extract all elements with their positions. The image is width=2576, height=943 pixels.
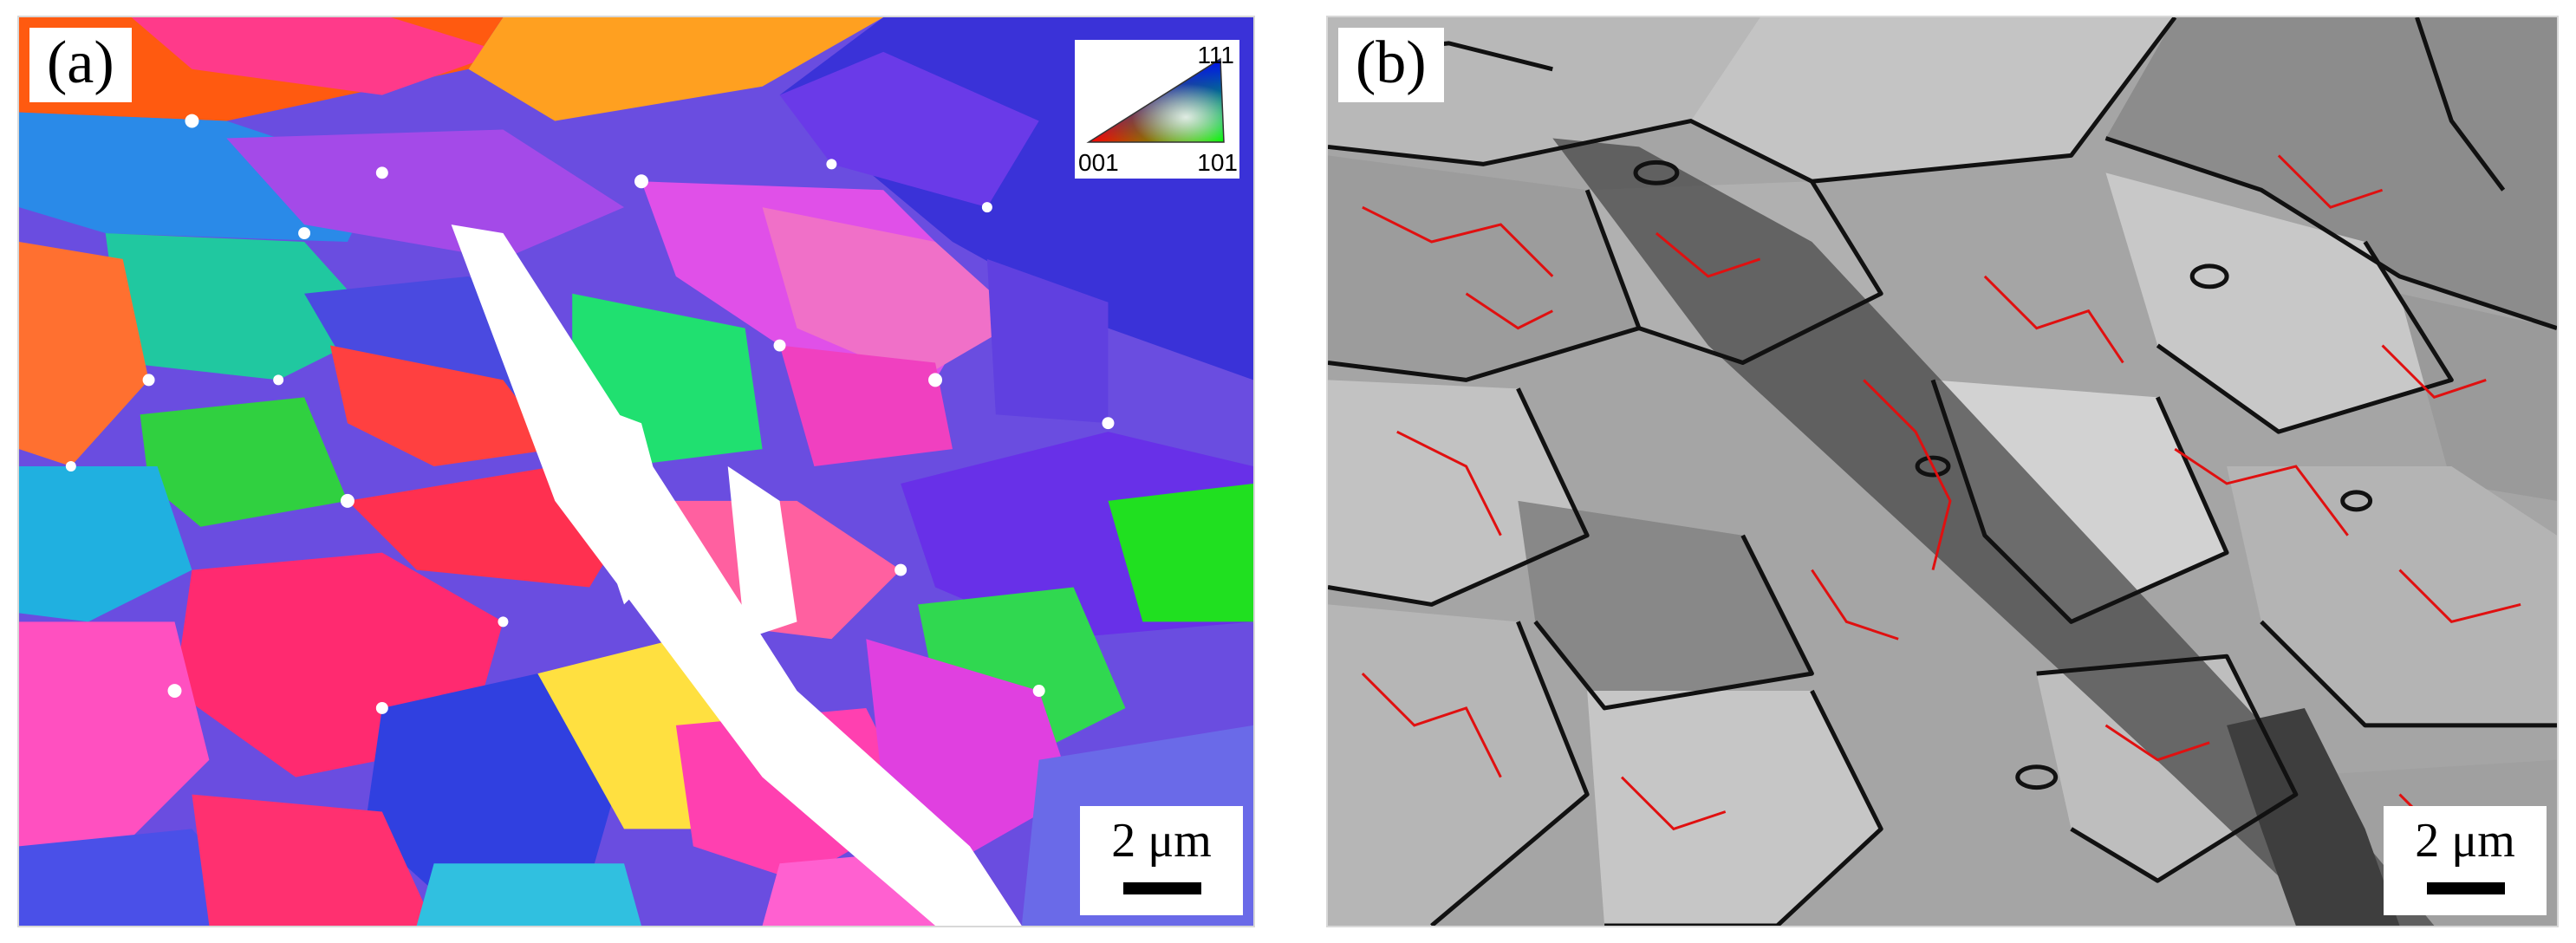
scale-bar-b-label: 2 μm <box>2415 814 2515 868</box>
panel-a-label: (a) <box>29 28 132 102</box>
scale-bar-a-line <box>1123 882 1201 894</box>
ipf-color-triangle-icon <box>1086 57 1225 143</box>
grain-boundary-map-panel: (b) 2 μm <box>1326 16 2559 927</box>
grain-boundary-map-image <box>1328 17 2557 926</box>
ebsd-ipf-map-panel: (a) 111 001 <box>17 16 1255 927</box>
scale-bar-b-line <box>2427 882 2505 894</box>
scale-bar-a: 2 μm <box>1080 806 1243 915</box>
scale-bar-a-label: 2 μm <box>1111 814 1212 868</box>
ipf-color-key: 111 001 101 <box>1075 40 1239 179</box>
ipf-label-111: 111 <box>1197 42 1234 68</box>
scale-bar-b: 2 μm <box>2384 806 2547 915</box>
ipf-label-001: 001 <box>1078 149 1119 176</box>
ipf-orientation-map-image <box>19 17 1253 926</box>
panel-b-label: (b) <box>1338 28 1444 102</box>
ipf-label-101: 101 <box>1197 149 1238 176</box>
